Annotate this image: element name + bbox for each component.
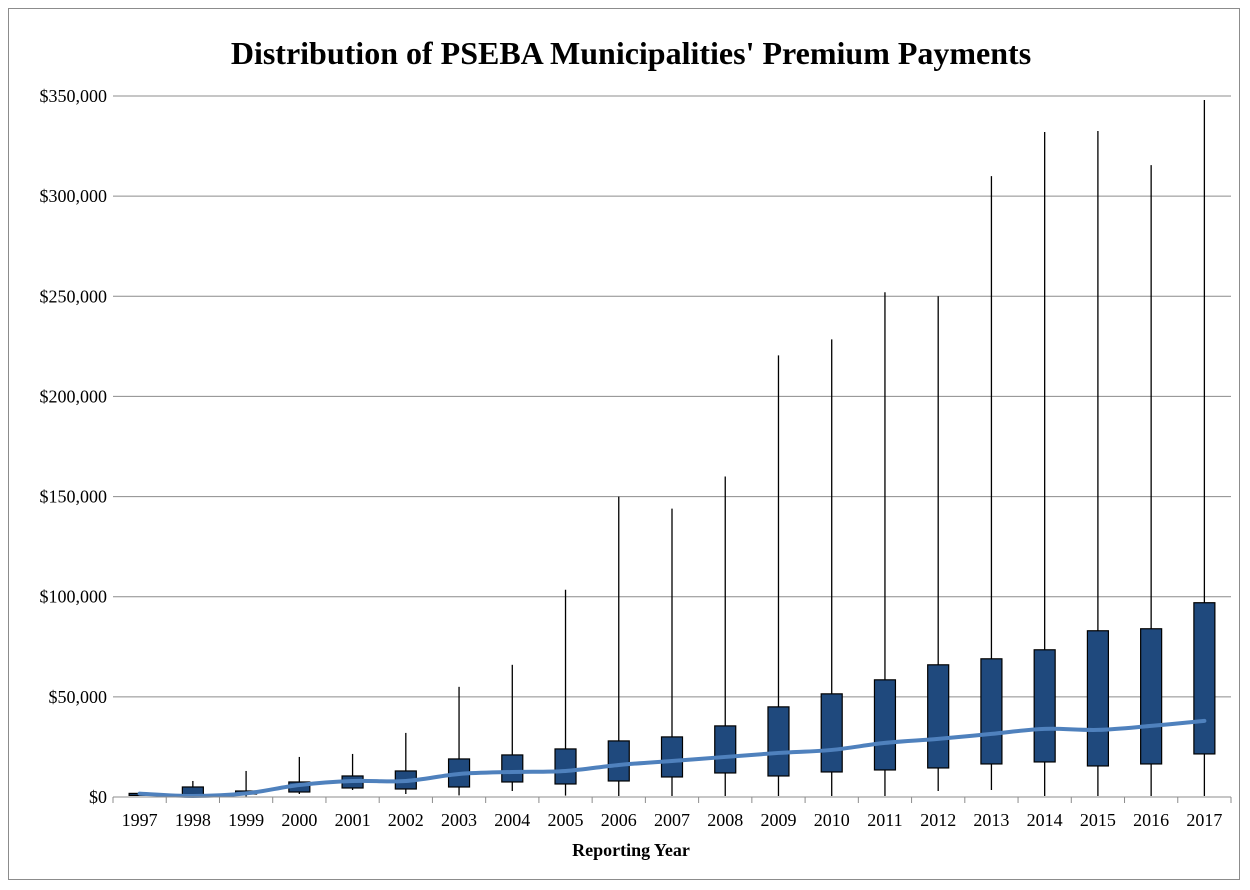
box xyxy=(1086,630,1110,767)
x-tick-label: 2001 xyxy=(335,810,371,830)
box xyxy=(501,754,524,783)
median-trend xyxy=(137,718,1207,798)
box xyxy=(1140,628,1163,765)
x-tick-label: 2007 xyxy=(654,810,690,830)
y-tick-label: $50,000 xyxy=(49,687,108,707)
y-tick-label: $250,000 xyxy=(40,286,108,306)
x-tick-label: 2008 xyxy=(707,810,743,830)
x-tick-label: 2015 xyxy=(1080,810,1116,830)
gridlines xyxy=(113,95,1231,698)
x-tick-label: 2012 xyxy=(920,810,956,830)
box xyxy=(181,786,204,796)
y-tick-label: $150,000 xyxy=(40,487,108,507)
y-tick-label: $100,000 xyxy=(40,587,108,607)
box xyxy=(873,679,897,771)
x-tick-label: 2006 xyxy=(601,810,637,830)
box xyxy=(607,740,630,782)
x-tick-label: 2002 xyxy=(388,810,424,830)
x-tick-label: 2004 xyxy=(494,810,530,830)
median-line xyxy=(137,718,1207,798)
y-tick-labels: $0 $50,000 $100,000 $150,000 $200,000 $250,00… xyxy=(40,86,108,807)
y-tick-label: $350,000 xyxy=(40,86,108,106)
x-tick-label: 2000 xyxy=(281,810,317,830)
x-tick-label: 2005 xyxy=(548,810,584,830)
x-tick-label: 2014 xyxy=(1027,810,1063,830)
box xyxy=(554,748,577,785)
y-tick-label: $300,000 xyxy=(40,186,108,206)
box xyxy=(714,725,737,774)
box xyxy=(1033,649,1056,763)
box xyxy=(927,664,950,769)
chart-title: Distribution of PSEBA Municipalities' Pr… xyxy=(231,35,1031,71)
x-tick-labels: 1997 1998 1999 2000 2001 2002 2003 2004 2005 2006… xyxy=(122,810,1223,830)
x-tick-label: 2013 xyxy=(973,810,1009,830)
x-tick-label: 2016 xyxy=(1133,810,1169,830)
x-axis xyxy=(112,796,1232,803)
x-tick-label: 2009 xyxy=(760,810,796,830)
box xyxy=(980,658,1003,765)
x-tick-label: 2011 xyxy=(867,810,902,830)
x-tick-label: 2017 xyxy=(1186,810,1222,830)
x-tick-label: 2010 xyxy=(814,810,850,830)
chart-svg: Distribution of PSEBA Municipalities' Pr… xyxy=(40,35,1232,860)
chart-frame: Distribution of PSEBA Municipalities' Pr… xyxy=(8,8,1240,880)
box xyxy=(1193,602,1216,755)
x-axis-title: Reporting Year xyxy=(572,840,690,860)
box xyxy=(660,736,684,778)
box xyxy=(767,706,790,777)
box xyxy=(820,693,843,773)
y-tick-label: $0 xyxy=(89,787,107,807)
x-tick-label: 2003 xyxy=(441,810,477,830)
y-tick-label: $200,000 xyxy=(40,386,108,406)
x-tick-label: 1997 xyxy=(122,810,158,830)
x-tick-label: 1998 xyxy=(175,810,211,830)
x-tick-label: 1999 xyxy=(228,810,264,830)
